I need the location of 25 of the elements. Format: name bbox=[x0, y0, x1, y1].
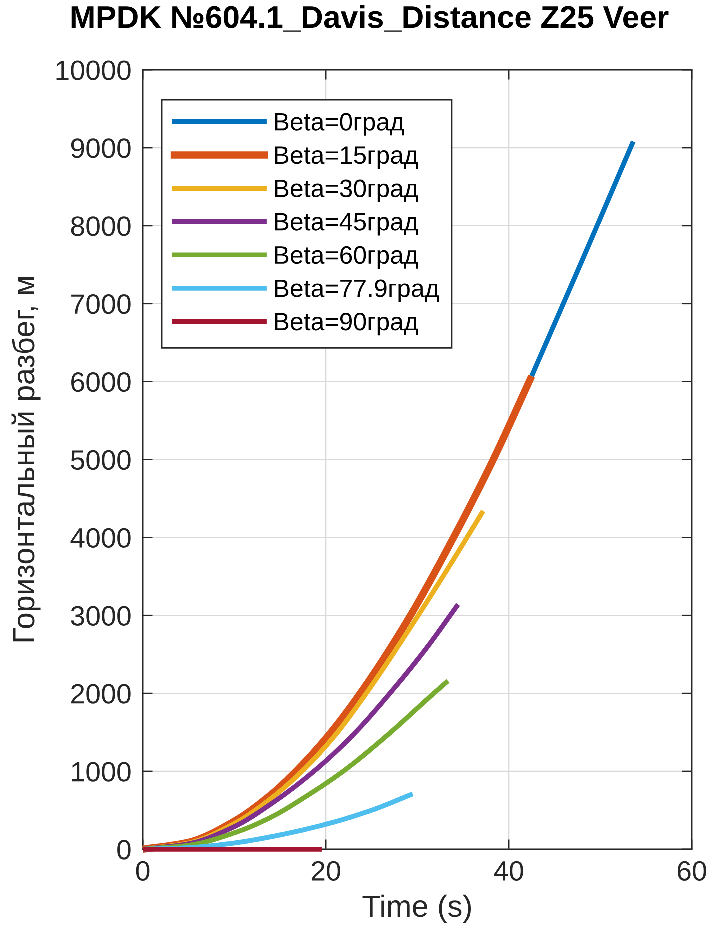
legend-label: Beta=30град bbox=[275, 180, 418, 202]
y-tick-label: 5000 bbox=[71, 450, 131, 470]
x-axis-title: Time (s) bbox=[362, 894, 472, 924]
legend-label: Beta=15град bbox=[275, 146, 418, 170]
chart-title: MPDK №604.1_Davis_Distance Z25 Veer bbox=[72, 5, 669, 32]
y-tick-label: 7000 bbox=[72, 294, 131, 314]
y-tick-label: 1000 bbox=[72, 762, 131, 782]
y-tick-label: 8000 bbox=[71, 216, 131, 236]
legend-label: Beta=0град bbox=[275, 113, 404, 136]
y-tick-label: 3000 bbox=[71, 606, 131, 626]
x-tick-label: 40 bbox=[494, 861, 524, 881]
y-axis-title: Горизонтальный разбег, м bbox=[12, 277, 41, 642]
x-tick-label: 0 bbox=[136, 861, 150, 881]
legend-label: Beta=45град bbox=[275, 213, 418, 236]
x-tick-label: 20 bbox=[312, 861, 340, 881]
legend-label: Beta=77.9град bbox=[275, 280, 440, 302]
y-tick-label: 4000 bbox=[70, 528, 131, 548]
y-tick-label: 10000 bbox=[56, 60, 131, 80]
legend-label: Beta=60град bbox=[275, 246, 418, 270]
y-tick-label: 0 bbox=[118, 840, 131, 860]
legend-label: Beta=90град bbox=[275, 313, 418, 336]
x-tick-label: 60 bbox=[678, 861, 706, 881]
y-tick-label: 6000 bbox=[72, 372, 131, 392]
y-tick-label: 2000 bbox=[72, 684, 131, 704]
y-tick-label: 9000 bbox=[71, 138, 131, 158]
